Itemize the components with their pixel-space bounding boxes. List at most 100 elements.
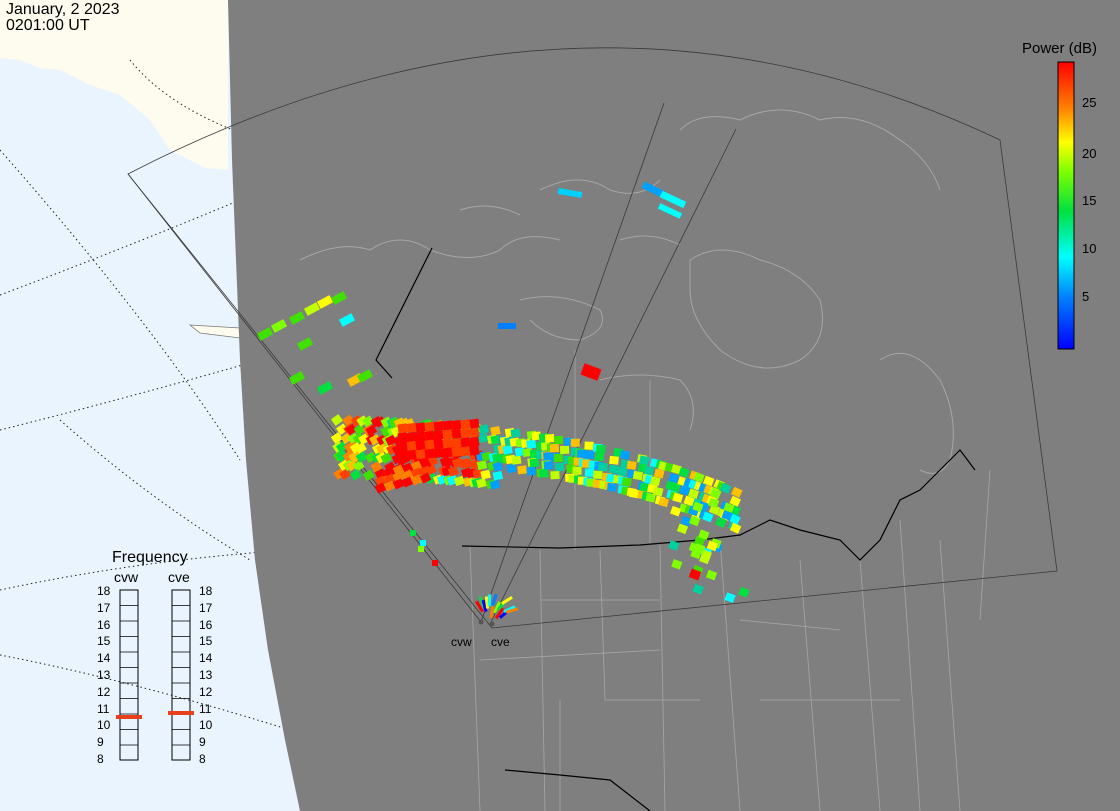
backscatter-cell [397,441,408,452]
backscatter-cell [672,492,684,503]
backscatter-cell [606,482,617,492]
power-colorbar [1057,61,1075,350]
backscatter-cell [489,605,495,619]
frequency-marker-cvw [116,715,142,719]
backscatter-cell [549,443,560,453]
backscatter-cell [641,181,665,198]
backscatter-cell [492,470,503,481]
backscatter-cell [702,511,714,523]
backscatter-cell [477,433,489,444]
backscatter-cell [595,444,606,454]
backscatter-cell [288,311,306,325]
backscatter-cell [380,452,393,464]
backscatter-cell [339,468,352,481]
backscatter-cell [415,431,426,442]
backscatter-cell [629,488,640,499]
backscatter-cell [489,479,501,490]
frequency-tick-label-left: 11 [97,701,110,716]
backscatter-cell [584,441,594,450]
backscatter-cell [514,447,525,457]
backscatter-cell [460,437,471,448]
backscatter-cell [729,513,741,525]
backscatter-cell [460,419,471,430]
backscatter-cell [460,428,471,439]
backscatter-cell [688,568,702,581]
radar-site-markers [478,619,495,627]
time-label: 0201:00 UT [6,17,90,34]
backscatter-cell [678,467,690,478]
frequency-bar-cve [171,589,191,761]
backscatter-cell [708,497,720,509]
backscatter-cell [657,203,683,219]
backscatter-cell [316,381,334,395]
power-tick-label: 15 [1082,193,1097,208]
backscatter-cell [415,449,426,460]
backscatter-cell [693,472,705,483]
backscatter-cell [476,460,488,471]
backscatter-cell [553,453,563,463]
backscatter-cell [493,601,501,614]
backscatter-cell [401,476,414,488]
backscatter-cell [478,424,490,435]
country-borders [375,247,976,811]
backscatter-cell [335,441,348,454]
backscatter-cell [397,432,408,443]
backscatter-cell [680,515,692,527]
backscatter-cell [424,448,435,459]
backscatter-cell [342,414,355,427]
frequency-tick-label-left: 15 [97,634,111,649]
backscatter-cell [557,187,583,199]
backscatter-cell [592,470,603,480]
frequency-tick-label-right: 9 [199,735,206,750]
backscatter-cell [594,452,605,462]
backscatter-cell [584,450,595,459]
backscatter-cell [451,446,462,457]
backscatter-cell [370,460,383,473]
backscatter-cell [480,469,491,480]
power-tick-label: 10 [1082,241,1097,256]
backscatter-cell [692,583,704,595]
backscatter-cell [384,434,397,446]
power-tick-label: 20 [1082,146,1097,161]
backscatter-cell [668,473,680,484]
frequency-title: Frequency [112,549,188,566]
backscatter-cell [570,438,580,447]
backscatter-cell [506,463,517,474]
backscatter-cell [469,418,480,429]
backscatter-cell [374,482,387,494]
frequency-tick-label-left: 8 [97,752,104,766]
backscatter-cell [442,438,453,449]
date-label: January, 2 2023 [6,1,120,18]
backscatter-cell [543,452,553,461]
backscatter-cell [476,478,487,489]
backscatter-cell [442,429,453,440]
backscatter-cell [406,449,417,460]
backscatter-cell [498,323,516,329]
backscatter-cell [729,495,741,507]
frequency-tick-label-left: 14 [97,651,111,666]
frequency-tick-label-right: 18 [199,584,213,598]
backscatter-cell [529,458,540,468]
backscatter-cell [671,558,683,570]
frequency-tick-label-left: 18 [97,584,111,598]
backscatter-cell [715,517,727,528]
backscatter-cell [649,476,661,487]
backscatter-cell [619,450,630,460]
radar-fov [127,47,1058,629]
backscatter-cell [352,460,365,472]
backscatter-cell [364,451,377,464]
backscatter-cell [410,474,423,486]
backscatter-cell [692,501,704,513]
backscatter-cell [645,492,656,503]
backscatter-cell [316,295,334,309]
backscatter-cell [345,423,358,436]
backscatter-cell [355,451,368,463]
backscatter-cell [543,461,554,470]
backscatter-cell [598,462,608,472]
backscatter-cell [554,462,565,472]
backscatter-cell [451,428,462,439]
backscatter-cell [296,337,314,351]
backscatter-cell [424,430,435,441]
backscatter-cell [330,291,348,305]
frequency-tick-label-left: 13 [97,668,111,682]
